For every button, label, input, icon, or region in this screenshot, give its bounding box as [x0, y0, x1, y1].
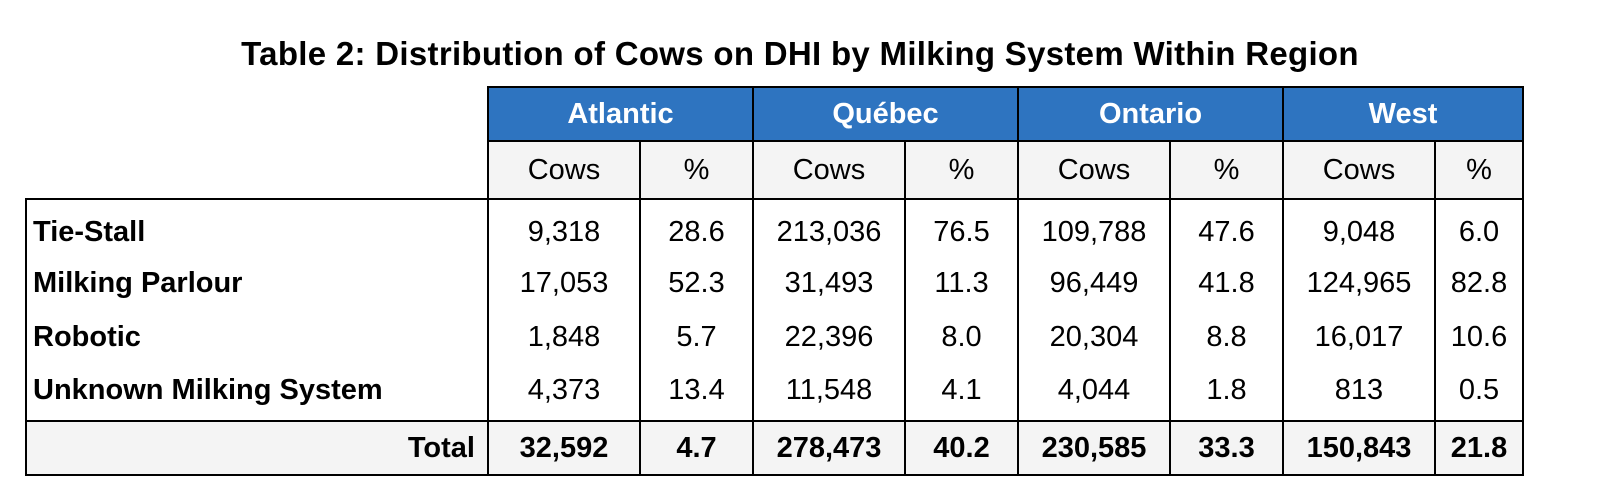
table-title: Table 2: Distribution of Cows on DHI by …	[241, 35, 1359, 72]
subheader-cell: Cows	[487, 140, 641, 200]
region-header-atlantic: Atlantic	[487, 86, 754, 142]
subheader-cell: Cows	[752, 140, 906, 200]
table-cell: 8.8	[1169, 310, 1284, 364]
region-header-quebec: Québec	[752, 86, 1019, 142]
table-cell: 8.0	[904, 310, 1019, 364]
subheader-cell: Cows	[1017, 140, 1171, 200]
table-cell: 17,053	[487, 256, 641, 310]
total-cell: 230,585	[1017, 420, 1171, 476]
table-cell: 109,788	[1017, 199, 1171, 256]
table-cell: 1.8	[1169, 364, 1284, 421]
table-cell: 11,548	[752, 364, 906, 421]
table-row-unknown-milking-system: Unknown Milking System 4,373 13.4 11,548…	[25, 364, 1524, 421]
table-cell: 4,044	[1017, 364, 1171, 421]
table-cell: 5.7	[639, 310, 754, 364]
table-cell: 4.1	[904, 364, 1019, 421]
total-label: Total	[25, 420, 489, 476]
subheader-spacer	[26, 141, 488, 200]
total-cell: 150,843	[1282, 420, 1436, 476]
table-cell: 9,318	[487, 199, 641, 256]
table-row-robotic: Robotic 1,848 5.7 22,396 8.0 20,304 8.8 …	[25, 310, 1524, 364]
total-cell: 278,473	[752, 420, 906, 476]
total-cell: 33.3	[1169, 420, 1284, 476]
table-cell: 213,036	[752, 199, 906, 256]
table-row-tie-stall: Tie-Stall 9,318 28.6 213,036 76.5 109,78…	[25, 199, 1524, 256]
table-cell: 4,373	[487, 364, 641, 421]
table-cell: 52.3	[639, 256, 754, 310]
table-cell: 31,493	[752, 256, 906, 310]
table-cell: 76.5	[904, 199, 1019, 256]
region-header-ontario: Ontario	[1017, 86, 1284, 142]
distribution-table: Atlantic Québec Ontario West Cows % Cows…	[25, 86, 1524, 476]
total-cell: 4.7	[639, 420, 754, 476]
row-label: Tie-Stall	[25, 199, 489, 256]
row-label: Unknown Milking System	[25, 364, 489, 421]
subheader-cell: %	[1169, 140, 1284, 200]
table-cell: 9,048	[1282, 199, 1436, 256]
table-row-milking-parlour: Milking Parlour 17,053 52.3 31,493 11.3 …	[25, 256, 1524, 310]
header-spacer	[26, 87, 488, 141]
table-cell: 96,449	[1017, 256, 1171, 310]
table-row-total: Total 32,592 4.7 278,473 40.2 230,585 33…	[25, 420, 1524, 476]
table-cell: 28.6	[639, 199, 754, 256]
subheader-cell: Cows	[1282, 140, 1436, 200]
table-cell: 10.6	[1434, 310, 1524, 364]
region-header-west: West	[1282, 86, 1524, 142]
table-cell: 11.3	[904, 256, 1019, 310]
table-cell: 813	[1282, 364, 1436, 421]
table-cell: 0.5	[1434, 364, 1524, 421]
table-cell: 82.8	[1434, 256, 1524, 310]
table-cell: 13.4	[639, 364, 754, 421]
subheader-cell: %	[639, 140, 754, 200]
total-cell: 40.2	[904, 420, 1019, 476]
row-label: Robotic	[25, 310, 489, 364]
table-cell: 20,304	[1017, 310, 1171, 364]
table-cell: 6.0	[1434, 199, 1524, 256]
region-header-row: Atlantic Québec Ontario West	[26, 86, 1524, 142]
table-cell: 41.8	[1169, 256, 1284, 310]
subheader-cell: %	[1434, 140, 1524, 200]
table-cell: 16,017	[1282, 310, 1436, 364]
table-cell: 22,396	[752, 310, 906, 364]
total-cell: 32,592	[487, 420, 641, 476]
row-label: Milking Parlour	[25, 256, 489, 310]
table-cell: 124,965	[1282, 256, 1436, 310]
table-cell: 47.6	[1169, 199, 1284, 256]
subheader-cell: %	[904, 140, 1019, 200]
subheader-row: Cows % Cows % Cows % Cows %	[26, 140, 1524, 200]
total-cell: 21.8	[1434, 420, 1524, 476]
table-cell: 1,848	[487, 310, 641, 364]
